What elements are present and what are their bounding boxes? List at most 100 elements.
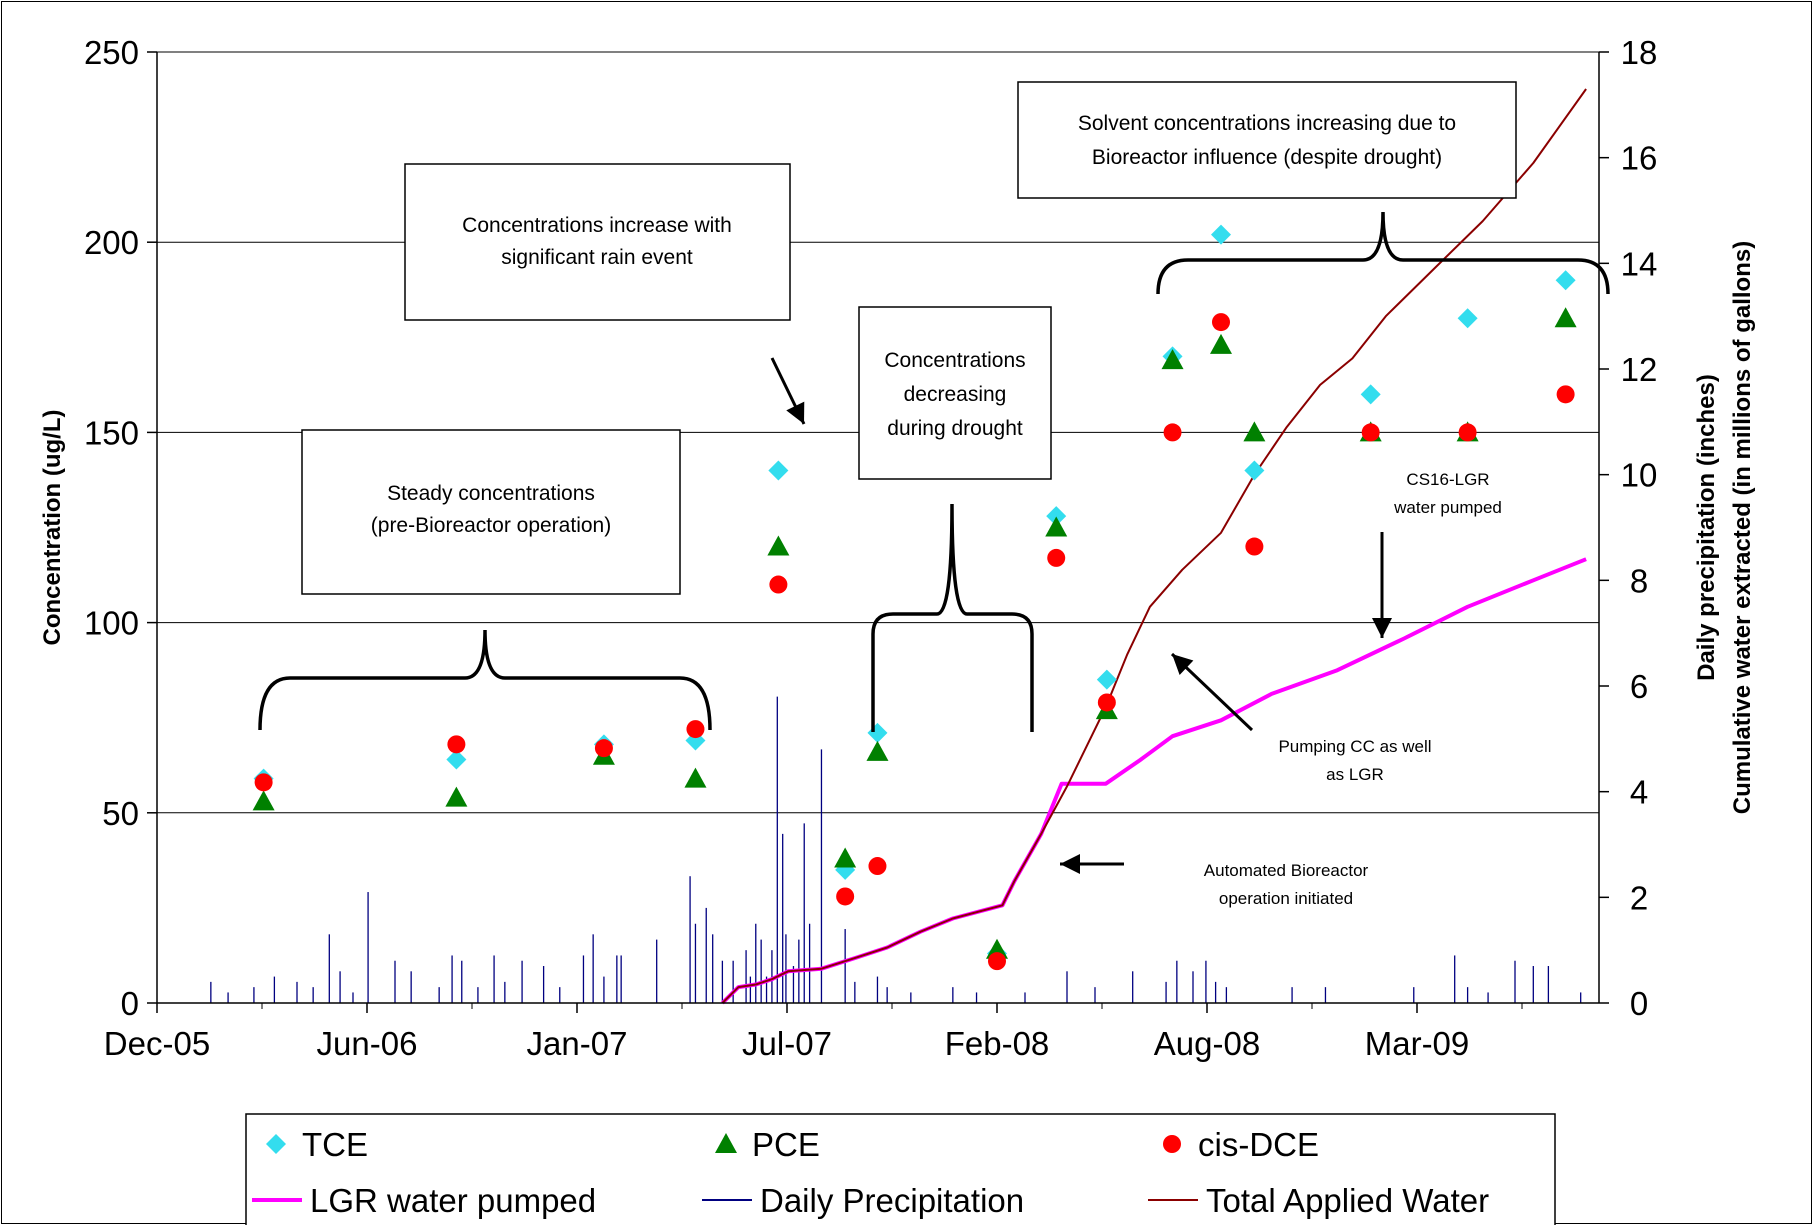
pce-point: [1210, 333, 1232, 354]
annotation-drought-box: [858, 306, 1052, 480]
axes: 0 50 100 150 200 250 0 2 4 6 8 10 12 14 16 18 Dec-05 Jun-…: [39, 34, 1756, 1062]
cis-dce-point: [1097, 693, 1116, 712]
concentration-markers: [252, 224, 1577, 971]
tce-point: [1211, 224, 1231, 245]
annotation-text: decreasing: [904, 383, 1007, 406]
tce-point: [1457, 308, 1478, 329]
tce-point: [1555, 270, 1576, 291]
pce-point: [866, 740, 889, 761]
annotation-text: Concentrations: [884, 349, 1025, 372]
pumping-arrow-head: [1172, 654, 1194, 676]
pce-point: [767, 535, 790, 556]
cis-dce-point: [254, 773, 273, 792]
pce-point: [1161, 349, 1184, 370]
x-tick-label: Aug-08: [1154, 1025, 1260, 1062]
pce-point: [684, 767, 707, 788]
right-tick-label: 6: [1630, 668, 1648, 705]
cis-dce-point: [594, 739, 613, 758]
cis-dce-point: [1556, 385, 1575, 404]
annotation-steady-box: [301, 429, 681, 595]
tce-point: [1096, 669, 1117, 690]
annotation-text: Steady concentrations: [387, 482, 595, 505]
annotation-text: (pre-Bioreactor operation): [371, 514, 611, 537]
annotation-text: Automated Bioreactor: [1204, 861, 1369, 880]
left-tick-label: 0: [121, 985, 139, 1022]
annotation-text: water pumped: [1393, 498, 1502, 517]
tce-point: [1360, 384, 1381, 405]
legend-swatch: [266, 1134, 286, 1154]
pce-point: [986, 938, 1008, 959]
x-tick-label: Jun-06: [317, 1025, 418, 1062]
annotation-text: Concentrations increase with: [462, 214, 732, 237]
automated-arrow-head: [1060, 854, 1080, 874]
legend-swatch: [715, 1133, 737, 1153]
steady-brace: [258, 629, 712, 731]
annotation-text: significant rain event: [501, 246, 693, 269]
right-tick-label: 2: [1630, 879, 1648, 916]
annotations: Steady concentrations (pre-Bioreactor ope…: [258, 81, 1610, 908]
x-tick-label: Feb-08: [945, 1025, 1050, 1062]
legend-box: [245, 1113, 1556, 1225]
cis-dce-point: [1245, 537, 1264, 556]
cs16-arrow-head: [1372, 618, 1392, 638]
right-tick-label: 12: [1621, 351, 1658, 388]
right-tick-label: 8: [1630, 562, 1648, 599]
legend-label: Daily Precipitation: [760, 1182, 1024, 1219]
legend-label: PCE: [752, 1126, 820, 1163]
solvent-brace: [1156, 211, 1610, 295]
cis-dce-point: [988, 952, 1006, 971]
annotation-text: operation initiated: [1219, 889, 1353, 908]
cis-dce-point: [1047, 548, 1066, 567]
cumulative-water-lines: [720, 88, 1587, 1005]
x-tick-label: Dec-05: [104, 1025, 210, 1062]
pce-point: [1243, 421, 1266, 442]
total-applied-water-line: [721, 88, 1587, 1004]
precipitation-series: [210, 696, 1582, 1003]
cis-dce-point: [1458, 423, 1477, 442]
pce-point: [1554, 307, 1577, 328]
pce-point: [252, 790, 275, 811]
cis-dce-point: [1361, 423, 1380, 442]
annotation-text: Pumping CC as well: [1278, 737, 1431, 756]
cis-dce-point: [836, 887, 855, 906]
right-axis-title-line1: Daily precipitation (inches): [1693, 374, 1720, 681]
cis-dce-point: [1212, 313, 1230, 332]
legend-swatch: [1163, 1135, 1181, 1153]
pce-point: [834, 847, 857, 868]
left-tick-label: 250: [84, 34, 139, 71]
left-tick-label: 150: [84, 414, 139, 451]
left-tick-label: 100: [84, 605, 139, 642]
annotation-text: during drought: [887, 417, 1023, 440]
rain-arrow-head: [786, 401, 805, 424]
legend-label: TCE: [302, 1126, 368, 1163]
right-tick-label: 4: [1630, 774, 1648, 811]
annotation-solvent-box: [1017, 81, 1517, 199]
right-axis-title-line2: Cumulative water extracted (in millions …: [1729, 241, 1756, 814]
right-tick-label: 16: [1621, 140, 1658, 177]
tce-point: [1046, 506, 1067, 527]
legend-label: LGR water pumped: [310, 1182, 596, 1219]
lgr-water-pumped-line: [720, 557, 1587, 1005]
right-tick-label: 14: [1621, 245, 1658, 282]
left-tick-label: 50: [102, 795, 139, 832]
left-axis-title: Concentration (ug/L): [39, 410, 66, 646]
annotation-text: Solvent concentrations increasing due to: [1078, 112, 1456, 135]
cis-dce-point: [868, 857, 887, 876]
x-tick-label: Jan-07: [527, 1025, 628, 1062]
x-tick-label: Jul-07: [742, 1025, 832, 1062]
tce-point: [768, 460, 789, 481]
right-tick-label: 0: [1630, 985, 1648, 1022]
annotation-text: Bioreactor influence (despite drought): [1092, 146, 1442, 169]
left-tick-label: 200: [84, 224, 139, 261]
cis-dce-point: [769, 575, 788, 594]
cis-dce-point: [1163, 423, 1182, 442]
right-tick-label: 10: [1621, 457, 1658, 494]
annotation-text: CS16-LGR: [1406, 470, 1489, 489]
drought-brace: [871, 503, 1034, 732]
legend-label: cis-DCE: [1198, 1126, 1319, 1163]
tce-point: [1244, 460, 1265, 481]
x-tick-label: Mar-09: [1365, 1025, 1470, 1062]
cis-dce-point: [447, 735, 466, 754]
